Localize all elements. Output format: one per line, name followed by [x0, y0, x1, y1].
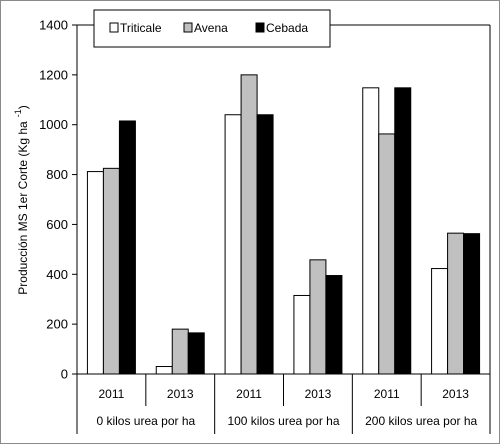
bar-avena-1	[171, 328, 189, 375]
axes	[72, 24, 491, 434]
x-group-label: 0 kilos urea por ha	[96, 414, 195, 428]
legend-label-triticale: Triticale	[120, 21, 162, 35]
y-tick-label: 400	[46, 267, 68, 282]
x-category-label: 2013	[305, 387, 332, 401]
bar-avena-3	[309, 259, 327, 375]
y-tick-label: 1200	[39, 67, 68, 82]
x-group-label: 100 kilos urea por ha	[227, 414, 339, 428]
bar-avena-5	[447, 232, 465, 375]
legend-box	[93, 9, 331, 48]
bar-cebada-1	[187, 332, 205, 375]
y-tick-label: 1400	[39, 18, 68, 33]
bar-triticale-1	[155, 366, 173, 375]
bar-triticale-4	[362, 87, 380, 375]
bar-triticale-5	[431, 268, 449, 375]
y-axis-title-text: Producción MS 1er Corte (Kg ha	[16, 121, 30, 295]
bar-cebada-2	[256, 114, 274, 375]
bars	[86, 74, 481, 375]
bar-avena-0	[102, 167, 120, 375]
bar-triticale-3	[293, 294, 311, 375]
bar-avena-2	[240, 74, 258, 375]
x-category-label: 2013	[167, 387, 194, 401]
y-axis-title: Producción MS 1er Corte (Kg ha -1)	[13, 105, 30, 294]
y-axis-title-close: )	[16, 105, 30, 109]
x-group-label: 200 kilos urea por ha	[365, 414, 477, 428]
legend-label-avena: Avena	[194, 21, 228, 35]
bar-cebada-3	[325, 275, 343, 375]
bar-cebada-5	[463, 233, 481, 375]
legend-swatch-triticale	[109, 22, 119, 33]
x-category-label: 2011	[236, 387, 262, 401]
x-category-label: 2011	[99, 387, 125, 401]
bar-cebada-4	[394, 87, 412, 375]
legend: Triticale Avena Cebada	[93, 9, 331, 48]
legend-label-cebada: Cebada	[266, 21, 308, 35]
y-axis-title-superscript: -1	[13, 109, 23, 117]
legend-swatch-cebada	[255, 22, 265, 33]
legend-swatch-avena	[183, 22, 193, 33]
y-tick-label: 1000	[39, 117, 68, 132]
bar-avena-4	[378, 133, 396, 375]
y-tick-label: 600	[46, 217, 68, 232]
axis-labels: 0 200 400 600 800 1000 1200 1400 Producción MS 1…	[13, 18, 478, 429]
bar-triticale-0	[86, 171, 104, 375]
bar-triticale-2	[224, 114, 242, 375]
y-tick-label: 0	[61, 367, 68, 382]
y-tick-label: 200	[46, 317, 68, 332]
bar-cebada-0	[118, 120, 136, 375]
y-tick-label: 800	[46, 167, 68, 182]
x-category-label: 2011	[374, 387, 400, 401]
x-category-label: 2013	[442, 387, 469, 401]
